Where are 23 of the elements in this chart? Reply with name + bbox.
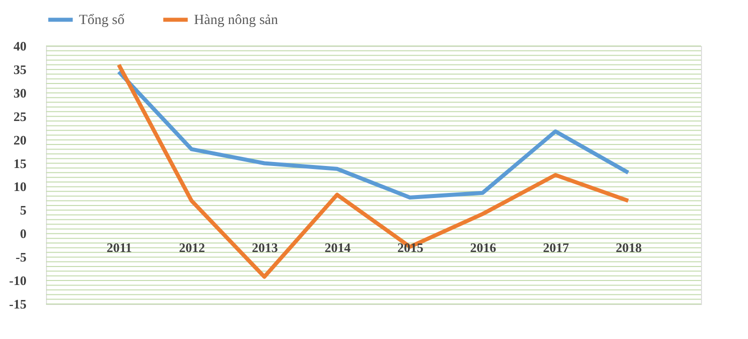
x-tick-label: 2018 <box>616 240 642 256</box>
y-tick-label: 25 <box>14 108 27 124</box>
y-tick-label: -10 <box>9 273 26 288</box>
y-tick-label: 40 <box>14 38 26 54</box>
x-tick-label: 2016 <box>470 240 497 256</box>
x-tick-label: 2013 <box>252 240 278 256</box>
y-tick-label: 35 <box>14 62 27 77</box>
legend-label: Hàng nông sản <box>194 12 278 28</box>
y-tick-label: 0 <box>20 226 26 242</box>
line-series <box>116 70 630 200</box>
y-tick-label: 10 <box>14 179 26 194</box>
x-tick-label: 2015 <box>397 240 424 256</box>
x-tick-label: 2012 <box>179 240 206 256</box>
legend-label: Tổng số <box>79 12 124 28</box>
y-tick-label: -5 <box>16 250 27 265</box>
y-tick-label: -15 <box>9 296 27 312</box>
y-tick-label: 20 <box>14 132 26 148</box>
y-tick-label: 30 <box>14 85 26 100</box>
y-tick-label: 15 <box>14 156 27 171</box>
y-tick-label: 5 <box>20 202 27 218</box>
x-tick-label: 2017 <box>542 240 570 256</box>
x-tick-label: 2014 <box>324 240 352 256</box>
x-tick-label: 2011 <box>106 240 132 256</box>
